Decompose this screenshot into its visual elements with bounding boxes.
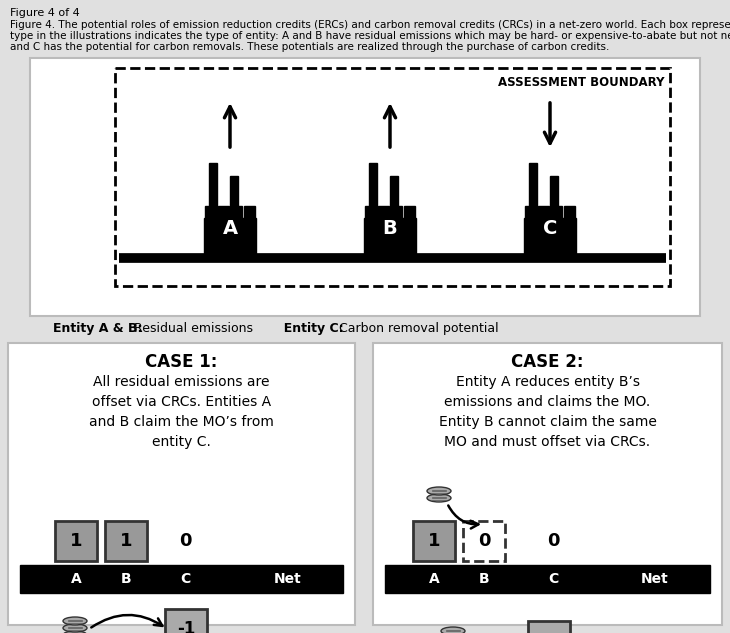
FancyBboxPatch shape: [551, 206, 561, 218]
Text: Residual emissions: Residual emissions: [130, 322, 253, 335]
Text: and C has the potential for carbon removals. These potentials are realized throu: and C has the potential for carbon remov…: [10, 42, 610, 52]
Text: Carbon removal potential: Carbon removal potential: [335, 322, 499, 335]
Text: Figure 4 of 4: Figure 4 of 4: [10, 8, 80, 18]
Text: 0: 0: [477, 532, 491, 550]
FancyBboxPatch shape: [373, 343, 722, 625]
Ellipse shape: [441, 627, 465, 633]
FancyBboxPatch shape: [550, 176, 558, 218]
FancyBboxPatch shape: [528, 621, 570, 633]
Text: Net: Net: [274, 572, 302, 586]
Text: B: B: [383, 218, 397, 237]
Text: A: A: [223, 218, 237, 237]
FancyBboxPatch shape: [404, 206, 415, 218]
Text: Entity A & B:: Entity A & B:: [53, 322, 142, 335]
Text: C: C: [543, 218, 557, 237]
FancyBboxPatch shape: [30, 58, 700, 316]
FancyBboxPatch shape: [218, 206, 228, 218]
Text: -1: -1: [539, 632, 558, 633]
FancyBboxPatch shape: [364, 218, 416, 258]
Text: ASSESSMENT BOUNDARY: ASSESSMENT BOUNDARY: [499, 76, 665, 89]
FancyBboxPatch shape: [538, 206, 549, 218]
Text: CASE 1:: CASE 1:: [145, 353, 218, 371]
Text: Figure 4. The potential roles of emission reduction credits (ERCs) and carbon re: Figure 4. The potential roles of emissio…: [10, 20, 730, 30]
Text: 0: 0: [547, 532, 559, 550]
Text: All residual emissions are
offset via CRCs. Entities A
and B claim the MO’s from: All residual emissions are offset via CR…: [89, 375, 274, 449]
FancyBboxPatch shape: [231, 206, 242, 218]
FancyBboxPatch shape: [463, 521, 505, 561]
FancyBboxPatch shape: [205, 206, 215, 218]
FancyBboxPatch shape: [369, 163, 377, 218]
FancyBboxPatch shape: [385, 565, 710, 593]
Ellipse shape: [63, 631, 87, 633]
Ellipse shape: [63, 617, 87, 625]
FancyBboxPatch shape: [20, 565, 343, 593]
FancyBboxPatch shape: [105, 521, 147, 561]
FancyBboxPatch shape: [391, 206, 402, 218]
FancyBboxPatch shape: [390, 176, 398, 218]
Text: 1: 1: [428, 532, 440, 550]
Text: A: A: [429, 572, 439, 586]
Text: C: C: [180, 572, 190, 586]
FancyBboxPatch shape: [55, 521, 97, 561]
FancyBboxPatch shape: [165, 609, 207, 633]
Ellipse shape: [427, 494, 451, 502]
FancyBboxPatch shape: [230, 176, 238, 218]
Ellipse shape: [427, 487, 451, 495]
Text: A: A: [71, 572, 81, 586]
Text: 1: 1: [120, 532, 132, 550]
FancyBboxPatch shape: [524, 218, 576, 258]
Text: Net: Net: [641, 572, 669, 586]
Text: type in the illustrations indicates the type of entity: A and B have residual em: type in the illustrations indicates the …: [10, 31, 730, 41]
Text: B: B: [120, 572, 131, 586]
FancyBboxPatch shape: [210, 163, 218, 218]
Text: C: C: [548, 572, 558, 586]
FancyBboxPatch shape: [378, 206, 388, 218]
Text: B: B: [479, 572, 489, 586]
FancyBboxPatch shape: [564, 206, 575, 218]
FancyBboxPatch shape: [365, 206, 376, 218]
Text: 1: 1: [70, 532, 82, 550]
Text: CASE 2:: CASE 2:: [511, 353, 584, 371]
FancyBboxPatch shape: [526, 206, 536, 218]
Text: 0: 0: [179, 532, 191, 550]
FancyBboxPatch shape: [8, 343, 355, 625]
Text: Entity A reduces entity B’s
emissions and claims the MO.
Entity B cannot claim t: Entity A reduces entity B’s emissions an…: [439, 375, 656, 449]
Text: Entity C:: Entity C:: [275, 322, 344, 335]
Ellipse shape: [63, 624, 87, 632]
FancyBboxPatch shape: [245, 206, 255, 218]
Text: -1: -1: [177, 620, 195, 633]
FancyBboxPatch shape: [204, 218, 256, 258]
FancyBboxPatch shape: [529, 163, 537, 218]
FancyBboxPatch shape: [413, 521, 455, 561]
